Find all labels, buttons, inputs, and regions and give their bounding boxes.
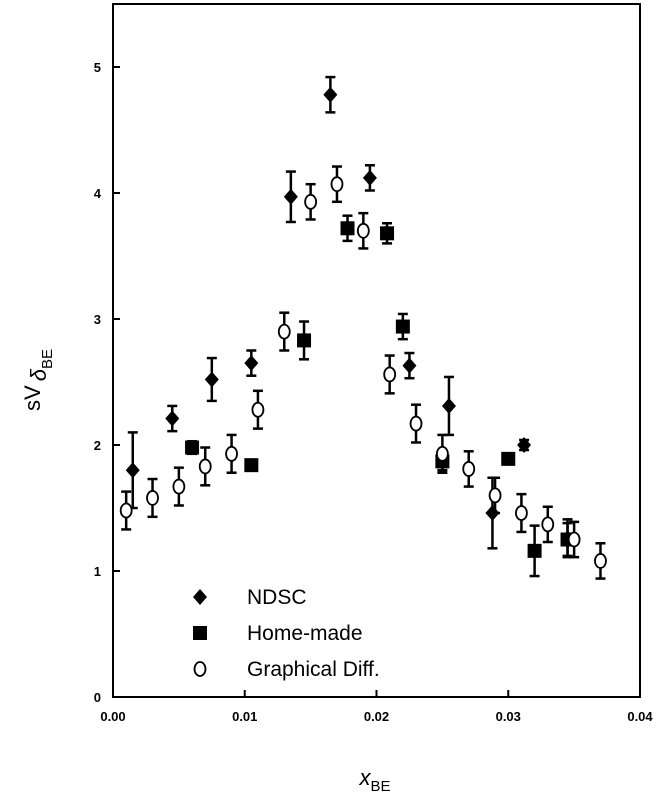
home-made-point [185, 440, 200, 455]
x-tick-label: 0.00 [100, 709, 125, 724]
x-tick-label: 0.01 [232, 709, 257, 724]
home-made-point [527, 543, 542, 558]
graphical-diff-point [488, 487, 502, 504]
y-tick-label: 3 [94, 312, 101, 327]
x-axis-label: xBE [358, 765, 390, 795]
ndsc-point [517, 437, 532, 453]
graphical-diff-point [567, 531, 581, 548]
graphical-diff-point [146, 490, 159, 506]
graphical-diff-point [198, 458, 212, 475]
home-made-point [244, 458, 259, 473]
legend-marker [193, 626, 207, 640]
graphical-diff-point [541, 516, 555, 533]
x-tick-label: 0.03 [496, 709, 521, 724]
graphical-diff-point [277, 323, 291, 340]
home-made-point [340, 221, 355, 236]
ndsc-point [402, 357, 417, 374]
ndsc-point [125, 462, 140, 479]
graphical-diff-point [356, 222, 370, 239]
home-made-point [297, 333, 312, 348]
legend: NDSC Home-made Graphical Diff. [193, 586, 380, 681]
plot-frame [112, 3, 641, 698]
graphical-diff-point [304, 193, 318, 210]
y-tick-label: 4 [94, 186, 102, 201]
data-marks [119, 75, 607, 580]
ndsc-point [165, 410, 180, 427]
x-tick-label: 0.02 [364, 709, 389, 724]
y-tick-label: 2 [94, 438, 101, 453]
ndsc-point [441, 397, 456, 414]
legend-label: NDSC [247, 586, 307, 609]
axes: 0.00 0.01 0.02 0.03 0.04 0 1 2 3 4 5 [94, 3, 653, 724]
home-made-point [395, 319, 410, 334]
graphical-diff-point [462, 461, 476, 477]
graphical-diff-point [435, 445, 449, 462]
graphical-diff-point [409, 415, 423, 432]
graphical-diff-point [383, 366, 397, 383]
ndsc-point [323, 86, 338, 103]
y-tick-label: 0 [94, 690, 101, 705]
graphical-diff-point [594, 553, 607, 569]
legend-marker [193, 589, 207, 605]
y-tick-label: 5 [94, 60, 101, 75]
graphical-diff-point [515, 505, 528, 521]
home-made-point [501, 451, 516, 466]
graphical-diff-point [251, 401, 265, 418]
ndsc-point [362, 169, 377, 186]
legend-label: Graphical Diff. [247, 658, 380, 681]
ndsc-point [244, 355, 259, 372]
legend-label: Home-made [247, 622, 363, 645]
home-made-point [380, 226, 395, 241]
x-tick-label: 0.04 [627, 709, 653, 724]
ndsc-point [283, 188, 298, 205]
y-axis-label: sVδBE [20, 349, 56, 411]
graphical-diff-point [172, 478, 186, 495]
graphical-diff-point [330, 176, 344, 193]
ndsc-point [204, 371, 219, 388]
graphical-diff-point [119, 502, 133, 519]
graphical-diff-point [225, 445, 238, 462]
y-tick-label: 1 [94, 564, 101, 579]
legend-marker [193, 661, 207, 677]
